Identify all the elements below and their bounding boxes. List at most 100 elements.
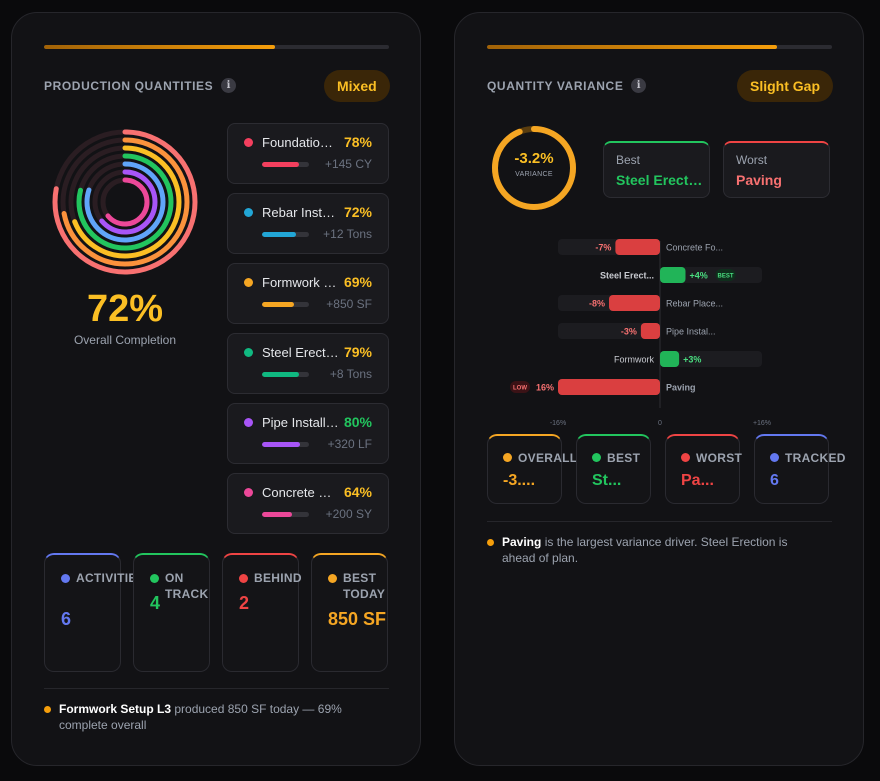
stat-dot-icon bbox=[770, 453, 779, 462]
overall-completion-label: Overall Completion bbox=[73, 333, 177, 347]
divider bbox=[44, 688, 389, 689]
variance-bar bbox=[660, 267, 686, 283]
activity-percent: 80% bbox=[343, 414, 372, 430]
stat-value: -3.... bbox=[503, 472, 536, 489]
stat-label: TRACKED bbox=[785, 451, 846, 465]
activity-quantity: +200 SY bbox=[325, 507, 372, 521]
activity-name: Pipe Installation bbox=[262, 415, 340, 430]
quantity-variance-card: QUANTITY VARIANCE i Slight Gap -3.2% VAR… bbox=[454, 12, 864, 766]
stat-dot-icon bbox=[592, 453, 601, 462]
variance-label: VARIANCE bbox=[515, 171, 553, 178]
stat-dot-icon bbox=[681, 453, 690, 462]
progress-bar bbox=[487, 45, 832, 49]
activity-quantity: +850 SF bbox=[326, 297, 372, 311]
stat-dot-icon bbox=[328, 574, 337, 583]
variance-bar-chart: -7% Concrete Fo... +4% Steel Erect... BEST -8… bbox=[510, 239, 771, 427]
activity-item[interactable]: Pipe Installation80% +320 LF bbox=[227, 403, 389, 464]
bar-value-label: -7% bbox=[595, 243, 611, 253]
stat-card[interactable]: ACTIVITIES 6 bbox=[44, 553, 145, 672]
activity-item[interactable]: Concrete Paving64% +200 SY bbox=[227, 473, 389, 534]
stat-card[interactable]: BEST TODAY 850 SF bbox=[311, 553, 388, 672]
axis-tick-label: -16% bbox=[550, 420, 566, 427]
stat-dot-icon bbox=[239, 574, 248, 583]
progress-bar-fill bbox=[44, 45, 276, 49]
bar-value-label: -3% bbox=[621, 327, 637, 337]
activity-progress-fill bbox=[262, 512, 293, 517]
stat-value: Pa... bbox=[681, 472, 714, 489]
gauge-arc bbox=[492, 126, 576, 210]
status-badge[interactable]: Slight Gap bbox=[737, 70, 833, 102]
stat-card[interactable]: TRACKED 6 bbox=[754, 434, 845, 504]
activity-name: Steel Erection bbox=[262, 345, 340, 360]
divider bbox=[487, 521, 832, 522]
stat-label: ON TRACK bbox=[165, 571, 209, 601]
stat-value: 6 bbox=[61, 609, 72, 629]
activity-progress-fill bbox=[262, 162, 299, 167]
activity-quantity: +8 Tons bbox=[329, 367, 372, 381]
note-highlight: Paving bbox=[502, 535, 542, 549]
ring-arc bbox=[84, 161, 166, 243]
stat-card[interactable]: OVERALL -3.... bbox=[487, 434, 577, 504]
note-dot-icon bbox=[44, 706, 51, 713]
ring-arc bbox=[52, 129, 198, 275]
stat-value: 6 bbox=[770, 472, 779, 489]
bar-tag-pill bbox=[715, 269, 736, 281]
stat-label: WORST bbox=[696, 451, 743, 465]
stat-dot-icon bbox=[150, 574, 159, 583]
activity-item[interactable]: Steel Erection 79% +8 Tons bbox=[227, 333, 389, 394]
activity-progress-bar bbox=[262, 442, 309, 447]
stat-card[interactable]: BEST St... bbox=[576, 434, 651, 504]
activity-quantity: +145 CY bbox=[324, 157, 372, 171]
worst-activity-box[interactable]: Worst Paving bbox=[723, 141, 830, 198]
activity-name: Rebar Installation bbox=[262, 205, 340, 220]
worst-value: Paving bbox=[736, 172, 782, 188]
activity-name: Foundation Pour bbox=[262, 135, 340, 150]
stat-label: OVERALL bbox=[518, 451, 578, 465]
activity-quantity: +320 LF bbox=[327, 437, 372, 451]
progress-bar bbox=[44, 45, 389, 49]
overall-completion-value: 72% bbox=[86, 288, 164, 330]
status-badge[interactable]: Mixed bbox=[324, 70, 390, 102]
summary-note: Paving is the largest variance driver. S… bbox=[487, 534, 817, 566]
variance-bar bbox=[640, 323, 660, 339]
variance-bar bbox=[609, 295, 660, 311]
activity-dot-icon bbox=[244, 418, 253, 427]
stat-card[interactable]: ON TRACK 4 bbox=[133, 553, 210, 672]
bar-value-label: 16% bbox=[536, 383, 554, 393]
bar-category-label: Paving bbox=[666, 383, 696, 393]
stat-value: 4 bbox=[150, 593, 161, 613]
activity-dot-icon bbox=[244, 488, 253, 497]
activity-progress-bar bbox=[262, 162, 309, 167]
note-text: is the largest variance driver. Steel Er… bbox=[502, 535, 788, 565]
activity-dot-icon bbox=[244, 138, 253, 147]
stat-card[interactable]: WORST Pa... bbox=[665, 434, 743, 504]
activity-progress-fill bbox=[262, 442, 300, 447]
progress-bar-fill bbox=[487, 45, 777, 49]
variance-bar bbox=[558, 379, 660, 395]
info-icon[interactable]: i bbox=[631, 78, 647, 93]
card-title-text: QUANTITY VARIANCE bbox=[487, 78, 624, 93]
activity-progress-fill bbox=[262, 372, 300, 377]
axis-tick-label: 0 bbox=[658, 420, 662, 427]
variance-value: -3.2% bbox=[514, 150, 554, 167]
bar-category-label: Concrete Fo... bbox=[666, 243, 723, 253]
info-icon[interactable]: i bbox=[221, 78, 237, 93]
best-activity-box[interactable]: Best Steel Erection bbox=[603, 141, 710, 198]
bar-tag-text: LOW bbox=[513, 386, 527, 392]
activity-item[interactable]: Rebar Installation72% +12 Tons bbox=[227, 193, 389, 254]
bar-value-label: +4% bbox=[690, 271, 708, 281]
bar-category-label: Formwork bbox=[614, 355, 654, 365]
activity-progress-bar bbox=[262, 302, 309, 307]
bar-category-label: Rebar Place... bbox=[666, 299, 723, 309]
activity-percent: 72% bbox=[343, 204, 372, 220]
activity-dot-icon bbox=[244, 278, 253, 287]
stat-card[interactable]: BEHIND 2 bbox=[222, 553, 302, 672]
bar-track bbox=[660, 351, 762, 367]
stat-value: 850 SF bbox=[328, 609, 387, 629]
activity-item[interactable]: Formwork Setup L369% +850 SF bbox=[227, 263, 389, 324]
bar-tag-pill bbox=[510, 381, 530, 393]
activity-item[interactable]: Foundation Pour78% +145 CY bbox=[227, 123, 389, 184]
activity-progress-fill bbox=[262, 302, 295, 307]
activity-progress-fill bbox=[262, 232, 296, 237]
axis-tick-label: +16% bbox=[753, 420, 771, 427]
